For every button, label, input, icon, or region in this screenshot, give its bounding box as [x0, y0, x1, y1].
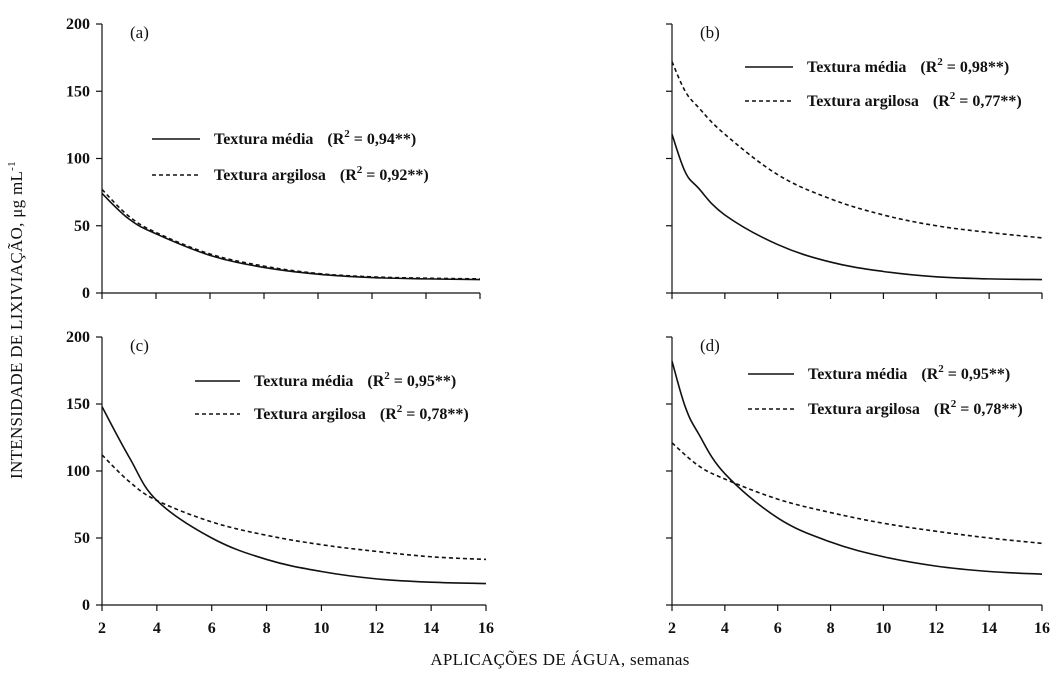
legend-r2-prefix: (R: [934, 401, 951, 418]
panel-label: (b): [700, 23, 720, 42]
legend-r2-exponent: 2: [951, 398, 957, 410]
legend-series-name: Textura argilosa: [808, 401, 920, 418]
legend-series-name: Textura média: [807, 59, 906, 76]
x-tick-label: 16: [478, 620, 494, 637]
series-line-textura-media: [101, 192, 481, 281]
y-tick-label: 150: [66, 396, 90, 413]
x-tick-label: 2: [98, 620, 106, 637]
y-tick-label: 200: [66, 16, 90, 33]
legend-entry: Textura média (R2 = 0,95**): [254, 370, 456, 390]
legend-entry: Textura argilosa (R2 = 0,92**): [214, 164, 429, 184]
legend-r2-value: = 0,92**): [362, 167, 428, 184]
y-tick-label: 100: [66, 151, 90, 168]
panel-label: (d): [700, 336, 720, 355]
legend-r2-prefix: (R: [921, 366, 938, 383]
legend: Textura média (R2 = 0,95**)Textura argilo…: [195, 370, 469, 423]
series-line-textura-argilosa: [101, 454, 487, 561]
legend-r2-value: = 0,98**): [943, 59, 1009, 76]
x-tick-label: 4: [153, 620, 161, 637]
panel-b: (b)Textura média (R2 = 0,98**)Textura arg…: [666, 23, 1043, 299]
legend-series-name: Textura média: [254, 373, 353, 390]
legend-r2-value: = 0,95**): [944, 366, 1010, 383]
x-tick-label: 4: [721, 620, 729, 637]
y-tick-label: 150: [66, 83, 90, 100]
x-tick-label: 14: [981, 620, 997, 637]
legend: Textura média (R2 = 0,95**)Textura argilo…: [748, 363, 1023, 418]
x-tick-label: 8: [827, 620, 835, 637]
legend-r2-value: = 0,77**): [955, 93, 1021, 110]
y-axis-title-text: INTENSIDADE DE LIXIVIAÇÃO, μg mL: [7, 171, 26, 479]
y-tick-label: 0: [82, 597, 90, 614]
x-tick-label: 2: [668, 620, 676, 637]
legend-entry: Textura média (R2 = 0,98**): [807, 56, 1009, 76]
x-tick-label: 10: [313, 620, 329, 637]
legend-r2-prefix: (R: [327, 131, 344, 148]
y-tick-label: 50: [74, 530, 90, 547]
series-line-textura-argilosa: [671, 442, 1043, 545]
series-line-textura-argilosa: [101, 188, 481, 280]
series-line-textura-media: [671, 134, 1043, 281]
legend-r2-value: = 0,78**): [402, 406, 468, 423]
legend-series-name: Textura média: [214, 131, 313, 148]
legend-r2-prefix: (R: [933, 93, 950, 110]
panel-label: (c): [130, 336, 149, 355]
legend-r2-exponent: 2: [950, 90, 956, 102]
legend: Textura média (R2 = 0,94**)Textura argilo…: [152, 128, 429, 184]
series-line-textura-media: [101, 406, 487, 585]
legend-r2-value: = 0,78**): [956, 401, 1022, 418]
legend-r2-prefix: (R: [367, 373, 384, 390]
legend-r2-prefix: (R: [920, 59, 937, 76]
legend-entry: Textura média (R2 = 0,94**): [214, 128, 416, 148]
y-tick-label: 0: [82, 285, 90, 302]
y-axis-title-superscript: -1: [6, 161, 18, 171]
legend-r2-exponent: 2: [344, 128, 350, 140]
legend-entry: Textura média (R2 = 0,95**): [808, 363, 1010, 383]
legend: Textura média (R2 = 0,98**)Textura argilo…: [745, 56, 1022, 110]
legend-series-name: Textura argilosa: [807, 93, 919, 110]
legend-r2-prefix: (R: [340, 167, 357, 184]
legend-r2-value: = 0,95**): [390, 373, 456, 390]
legend-r2-exponent: 2: [384, 370, 390, 382]
panel-c: 0 50 100 150 200 2 4 6 8 10 12 14 16 (c) Textura média…: [66, 329, 494, 637]
y-tick-label: 50: [74, 218, 90, 235]
x-tick-label: 6: [208, 620, 216, 637]
y-tick-label: 200: [66, 329, 90, 346]
x-tick-label: 12: [368, 620, 384, 637]
x-axis-title: APLICAÇÕES DE ÁGUA, semanas: [430, 650, 689, 669]
legend-r2-exponent: 2: [397, 403, 403, 415]
x-tick-label: 10: [875, 620, 891, 637]
y-tick-label: 100: [66, 463, 90, 480]
legend-r2-exponent: 2: [938, 363, 944, 375]
legend-entry: Textura argilosa (R2 = 0,78**): [254, 403, 469, 423]
x-tick-label: 14: [423, 620, 439, 637]
legend-r2-exponent: 2: [357, 164, 363, 176]
series-line-textura-argilosa: [671, 61, 1043, 239]
x-tick-label: 12: [928, 620, 944, 637]
panel-label: (a): [130, 23, 149, 42]
legend-r2-exponent: 2: [937, 56, 943, 68]
legend-entry: Textura argilosa (R2 = 0,78**): [808, 398, 1023, 418]
legend-series-name: Textura argilosa: [214, 167, 326, 184]
legend-entry: Textura argilosa (R2 = 0,77**): [807, 90, 1022, 110]
legend-r2-value: = 0,94**): [350, 131, 416, 148]
legend-r2-prefix: (R: [380, 406, 397, 423]
x-tick-label: 6: [774, 620, 782, 637]
legend-series-name: Textura argilosa: [254, 406, 366, 423]
legend-series-name: Textura média: [808, 366, 907, 383]
y-axis-title: INTENSIDADE DE LIXIVIAÇÃO, μg mL-1: [6, 161, 26, 479]
series-line-textura-media: [671, 360, 1043, 575]
x-tick-label: 16: [1034, 620, 1050, 637]
panel-d: 2 4 6 8 10 12 14 16(d)Textura média (R2 = 0,95**…: [666, 336, 1050, 637]
x-tick-label: 8: [263, 620, 271, 637]
